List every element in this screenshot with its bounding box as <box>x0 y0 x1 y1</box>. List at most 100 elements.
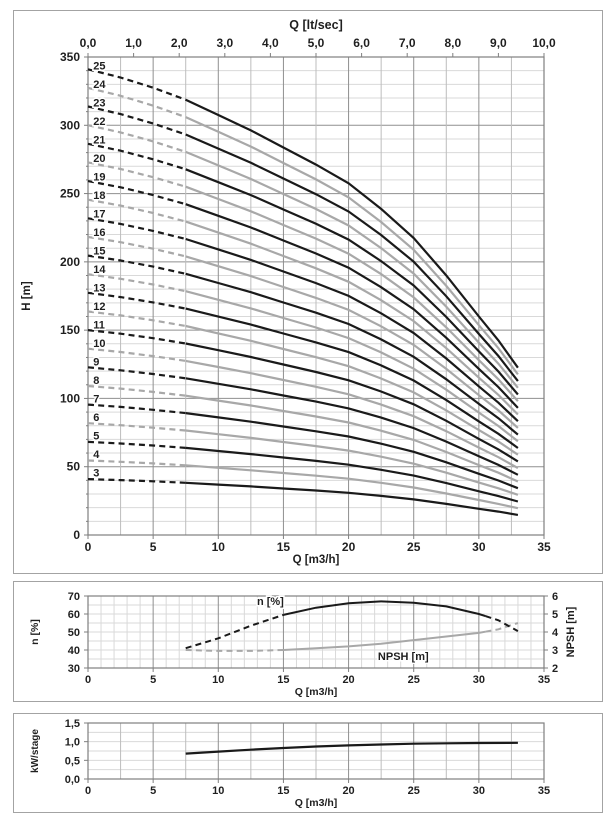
hq-curve-stage-5-minflow <box>87 440 186 449</box>
efficiency-curve-dashed-low <box>185 613 284 650</box>
efficiency-npsh-panel: n [%] 30 40 50 60 70 2 3 4 5 6 NPSH [m] 0 5 10 15 20 25 30… <box>13 581 603 702</box>
hq-curve-stage-19-minflow <box>87 180 186 206</box>
hq-curve-stage-4-minflow <box>87 459 186 467</box>
plot-border <box>87 722 545 780</box>
top-axis-tick-label: 5,0 <box>308 36 325 50</box>
y-axis-tick-label: 100 <box>60 391 80 405</box>
y-axis-tick-label: 0,5 <box>65 755 80 767</box>
stage-label-18: 18 <box>93 190 105 202</box>
right-axis-tick-label: 6 <box>552 591 558 603</box>
stage-label-19: 19 <box>93 172 105 184</box>
right-axis-tick-label: 5 <box>552 609 558 621</box>
stage-label-3: 3 <box>93 468 99 480</box>
stage-label-4: 4 <box>93 449 100 461</box>
y-axis-title: kW/stage <box>30 729 41 773</box>
hq-curve-stage-4 <box>185 464 519 510</box>
x-axis-tick-label: 30 <box>473 785 485 797</box>
y-axis-tick-label: 350 <box>60 50 80 64</box>
top-axis-tick-label: 4,0 <box>262 36 279 50</box>
x-axis-tick-label: 15 <box>277 674 289 686</box>
x-axis-tick-label: 5 <box>150 674 156 686</box>
y-axis-tick-label: 1,0 <box>65 737 80 749</box>
x-axis-tick-label: 35 <box>537 540 551 554</box>
hq-curve-stage-6-minflow <box>87 422 186 432</box>
top-axis-tick-label: 7,0 <box>399 36 416 50</box>
hq-curve-stage-13 <box>185 307 519 449</box>
power-curve <box>185 741 518 755</box>
y-axis-tick-label: 200 <box>60 255 80 269</box>
hq-curve-stage-10-minflow <box>87 347 186 362</box>
y-axis-tick-label: 0 <box>73 528 80 542</box>
efficiency-curve-dashed-high <box>485 615 519 632</box>
stage-label-15: 15 <box>93 246 105 258</box>
stage-label-8: 8 <box>93 375 99 387</box>
npsh-curve <box>283 630 486 651</box>
hq-curve-stage-3-minflow <box>87 478 186 484</box>
top-axis-tick-label: 1,0 <box>125 36 142 50</box>
stage-label-23: 23 <box>93 98 105 110</box>
hq-curve-stage-17-minflow <box>87 217 186 241</box>
stage-label-12: 12 <box>93 301 105 313</box>
hq-curve-stage-24-minflow <box>87 86 187 119</box>
hq-curve-stage-8-minflow <box>87 384 186 397</box>
hq-curve-stage-18-minflow <box>87 198 186 223</box>
efficiency-curve <box>283 600 486 618</box>
hq-curve-stage-11 <box>185 342 519 463</box>
x-axis-tick-label: 30 <box>473 674 485 686</box>
stage-label-22: 22 <box>93 116 105 128</box>
stage-label-10: 10 <box>93 338 105 350</box>
hq-curve-stage-12 <box>185 324 519 456</box>
x-axis-tick-label: 15 <box>277 785 289 797</box>
x-axis-tick-label: 10 <box>212 540 226 554</box>
x-axis-tick-label: 0 <box>85 674 91 686</box>
y-axis-tick-label: 0,0 <box>65 774 80 786</box>
top-axis-tick-label: 3,0 <box>216 36 233 50</box>
efficiency-npsh-chart: n [%] 30 40 50 60 70 2 3 4 5 6 NPSH [m] 0 5 10 15 20 25 30… <box>29 591 577 698</box>
power-per-stage-chart: kW/stage 0,0 0,5 1,0 1,5 0 5 10 15 20 25 30 35 Q [m3/… <box>30 718 550 809</box>
hq-curve-stage-22 <box>185 150 519 389</box>
hq-curve-stage-13-minflow <box>87 291 186 310</box>
y-axis-tick-label: 1,5 <box>65 718 80 730</box>
stage-label-6: 6 <box>93 412 99 424</box>
hq-curve-stage-14 <box>185 290 519 443</box>
hq-curve-stage-7-minflow <box>87 403 186 415</box>
stage-label-24: 24 <box>93 79 106 91</box>
x-axis-tick-label: 35 <box>538 785 550 797</box>
stage-label-21: 21 <box>93 135 105 147</box>
stage-label-13: 13 <box>93 283 105 295</box>
hq-curve-stage-12-minflow <box>87 310 186 328</box>
power-per-stage-panel: kW/stage 0,0 0,5 1,0 1,5 0 5 10 15 20 25 30 35 Q [m3/… <box>13 713 603 813</box>
right-axis-tick-label: 2 <box>552 663 558 675</box>
hq-curve-stage-5 <box>185 446 519 503</box>
y-axis-tick-label: 250 <box>60 187 80 201</box>
x-axis-tick-label: 30 <box>472 540 486 554</box>
hq-curve-stage-16-minflow <box>87 235 186 258</box>
hq-curve-stage-15-minflow <box>87 254 186 275</box>
stage-label-7: 7 <box>93 394 99 406</box>
hq-curve-stage-20 <box>185 185 519 402</box>
top-axis-tick-label: 8,0 <box>444 36 461 50</box>
hq-curve-stage-9-minflow <box>87 366 186 380</box>
x-axis-title: Q [m3/h] <box>295 797 338 809</box>
npsh-curve-dashed-high <box>485 622 519 633</box>
stage-label-16: 16 <box>93 227 105 239</box>
hq-curve-stage-20-minflow <box>87 161 187 188</box>
stage-label-11: 11 <box>93 320 105 332</box>
hq-curve-stage-18 <box>185 220 519 416</box>
left-axis-tick-label: 50 <box>68 627 80 639</box>
x-axis-title: Q [m3/h] <box>295 686 338 698</box>
hq-curve-stage-25-minflow <box>87 68 187 101</box>
hq-curve-stage-14-minflow <box>87 273 186 293</box>
x-axis-tick-label: 5 <box>150 540 157 554</box>
x-axis-tick-label: 20 <box>342 674 354 686</box>
efficiency-annotation: n [%] <box>257 596 284 608</box>
hq-curve-stage-22-minflow <box>87 124 187 153</box>
hq-curve-stage-25 <box>185 98 519 369</box>
x-axis-tick-label: 35 <box>538 674 550 686</box>
hq-curve-stage-23 <box>185 133 519 382</box>
top-axis-tick-label: 9,0 <box>490 36 507 50</box>
hq-curve-stage-11-minflow <box>87 329 186 345</box>
hq-curve-stage-8 <box>185 394 519 483</box>
right-axis-tick-label: 3 <box>552 645 558 657</box>
